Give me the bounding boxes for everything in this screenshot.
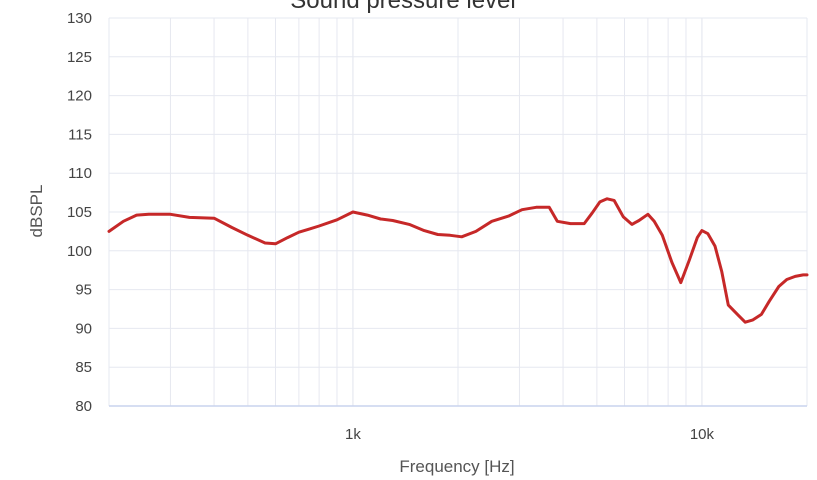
grid [108, 17, 808, 407]
y-tick-label: 90 [75, 320, 92, 337]
y-tick-label: 95 [75, 282, 92, 299]
y-tick-label: 120 [67, 88, 92, 105]
y-tick-label: 100 [67, 243, 92, 260]
y-tick-label: 130 [67, 10, 92, 27]
series-group [107, 197, 809, 324]
chart-title: Sound pressure level [290, 0, 515, 14]
y-tick-label: 125 [67, 49, 92, 66]
x-tick-labels: 1k 10k [345, 426, 715, 443]
y-tick-label: 85 [75, 359, 92, 376]
spl-series-line [107, 197, 809, 324]
x-tick-label: 1k [345, 426, 361, 443]
y-axis-title: dBSPL [27, 185, 46, 238]
y-tick-label: 105 [67, 204, 92, 221]
x-tick-label: 10k [690, 426, 715, 443]
y-tick-label: 115 [68, 126, 92, 143]
y-tick-label: 110 [68, 165, 92, 182]
x-axis-title: Frequency [Hz] [399, 457, 514, 476]
y-tick-label: 80 [75, 398, 92, 415]
y-tick-labels: 80 85 90 95 100 105 110 115 120 125 130 [67, 10, 92, 415]
